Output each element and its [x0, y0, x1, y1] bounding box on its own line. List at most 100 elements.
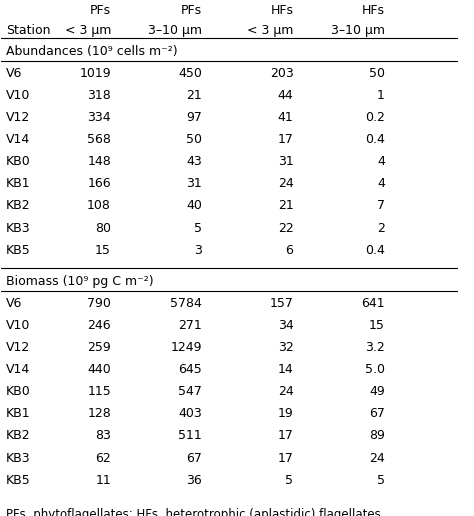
- Text: 2: 2: [377, 221, 385, 235]
- Text: 403: 403: [178, 407, 202, 421]
- Text: 31: 31: [278, 155, 293, 168]
- Text: 271: 271: [178, 319, 202, 332]
- Text: HFs: HFs: [362, 4, 385, 17]
- Text: 259: 259: [87, 341, 111, 354]
- Text: < 3 μm: < 3 μm: [247, 24, 293, 37]
- Text: V14: V14: [6, 363, 30, 376]
- Text: 450: 450: [178, 67, 202, 79]
- Text: KB3: KB3: [6, 221, 31, 235]
- Text: 3: 3: [194, 244, 202, 256]
- Text: PFs: PFs: [181, 4, 202, 17]
- Text: 14: 14: [278, 363, 293, 376]
- Text: 43: 43: [186, 155, 202, 168]
- Text: 568: 568: [87, 133, 111, 146]
- Text: 547: 547: [178, 385, 202, 398]
- Text: 790: 790: [87, 297, 111, 310]
- Text: 0.4: 0.4: [365, 133, 385, 146]
- Text: 4: 4: [377, 178, 385, 190]
- Text: 1: 1: [377, 89, 385, 102]
- Text: 17: 17: [278, 429, 293, 442]
- Text: 148: 148: [87, 155, 111, 168]
- Text: 21: 21: [278, 199, 293, 213]
- Text: V12: V12: [6, 111, 30, 124]
- Text: 41: 41: [278, 111, 293, 124]
- Text: 24: 24: [278, 178, 293, 190]
- Text: V12: V12: [6, 341, 30, 354]
- Text: 5784: 5784: [170, 297, 202, 310]
- Text: KB2: KB2: [6, 199, 31, 213]
- Text: 17: 17: [278, 452, 293, 464]
- Text: 24: 24: [278, 385, 293, 398]
- Text: 203: 203: [270, 67, 293, 79]
- Text: 334: 334: [87, 111, 111, 124]
- Text: < 3 μm: < 3 μm: [64, 24, 111, 37]
- Text: 22: 22: [278, 221, 293, 235]
- Text: 15: 15: [369, 319, 385, 332]
- Text: 641: 641: [361, 297, 385, 310]
- Text: V10: V10: [6, 319, 30, 332]
- Text: Station: Station: [6, 24, 50, 37]
- Text: 5: 5: [377, 474, 385, 487]
- Text: 1019: 1019: [79, 67, 111, 79]
- Text: KB1: KB1: [6, 178, 31, 190]
- Text: 0.4: 0.4: [365, 244, 385, 256]
- Text: 645: 645: [178, 363, 202, 376]
- Text: 0.2: 0.2: [365, 111, 385, 124]
- Text: Abundances (10⁹ cells m⁻²): Abundances (10⁹ cells m⁻²): [6, 44, 178, 58]
- Text: 4: 4: [377, 155, 385, 168]
- Text: 108: 108: [87, 199, 111, 213]
- Text: KB2: KB2: [6, 429, 31, 442]
- Text: KB3: KB3: [6, 452, 31, 464]
- Text: 6: 6: [286, 244, 293, 256]
- Text: 83: 83: [95, 429, 111, 442]
- Text: 318: 318: [87, 89, 111, 102]
- Text: 15: 15: [95, 244, 111, 256]
- Text: 511: 511: [178, 429, 202, 442]
- Text: 44: 44: [278, 89, 293, 102]
- Text: 19: 19: [278, 407, 293, 421]
- Text: V6: V6: [6, 297, 22, 310]
- Text: V14: V14: [6, 133, 30, 146]
- Text: 80: 80: [95, 221, 111, 235]
- Text: KB0: KB0: [6, 155, 31, 168]
- Text: 40: 40: [186, 199, 202, 213]
- Text: 32: 32: [278, 341, 293, 354]
- Text: V6: V6: [6, 67, 22, 79]
- Text: 89: 89: [369, 429, 385, 442]
- Text: 49: 49: [369, 385, 385, 398]
- Text: 50: 50: [369, 67, 385, 79]
- Text: 7: 7: [377, 199, 385, 213]
- Text: 11: 11: [95, 474, 111, 487]
- Text: 34: 34: [278, 319, 293, 332]
- Text: 67: 67: [186, 452, 202, 464]
- Text: 1249: 1249: [171, 341, 202, 354]
- Text: 5: 5: [194, 221, 202, 235]
- Text: HFs: HFs: [271, 4, 293, 17]
- Text: V10: V10: [6, 89, 30, 102]
- Text: 157: 157: [270, 297, 293, 310]
- Text: 128: 128: [87, 407, 111, 421]
- Text: PFs, phytoflagellates; HFs, heterotrophic (aplastidic) flagellates.: PFs, phytoflagellates; HFs, heterotrophi…: [6, 508, 384, 516]
- Text: 50: 50: [186, 133, 202, 146]
- Text: 62: 62: [95, 452, 111, 464]
- Text: PFs: PFs: [90, 4, 111, 17]
- Text: 3.2: 3.2: [365, 341, 385, 354]
- Text: 67: 67: [369, 407, 385, 421]
- Text: KB5: KB5: [6, 244, 31, 256]
- Text: Biomass (10⁹ pg C m⁻²): Biomass (10⁹ pg C m⁻²): [6, 275, 154, 287]
- Text: 440: 440: [87, 363, 111, 376]
- Text: KB0: KB0: [6, 385, 31, 398]
- Text: 115: 115: [87, 385, 111, 398]
- Text: 3–10 μm: 3–10 μm: [331, 24, 385, 37]
- Text: 97: 97: [186, 111, 202, 124]
- Text: 17: 17: [278, 133, 293, 146]
- Text: KB5: KB5: [6, 474, 31, 487]
- Text: 3–10 μm: 3–10 μm: [148, 24, 202, 37]
- Text: 166: 166: [87, 178, 111, 190]
- Text: 5.0: 5.0: [365, 363, 385, 376]
- Text: KB1: KB1: [6, 407, 31, 421]
- Text: 36: 36: [186, 474, 202, 487]
- Text: 5: 5: [285, 474, 293, 487]
- Text: 246: 246: [87, 319, 111, 332]
- Text: 24: 24: [369, 452, 385, 464]
